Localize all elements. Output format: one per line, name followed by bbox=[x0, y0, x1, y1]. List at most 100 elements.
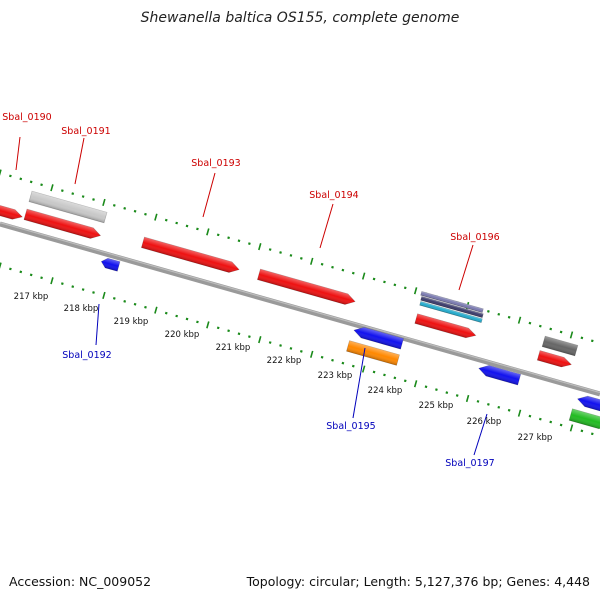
reverse-minor-tick bbox=[227, 329, 230, 333]
kbp-label: 221 kbp bbox=[216, 343, 251, 353]
reverse-minor-tick bbox=[351, 364, 355, 368]
gene-label[interactable]: Sbal_0192 bbox=[62, 350, 111, 361]
gene-green-right[interactable] bbox=[568, 408, 600, 431]
reverse-minor-tick bbox=[341, 361, 345, 365]
forward-minor-tick bbox=[279, 251, 282, 254]
kbp-label: 217 kbp bbox=[14, 292, 49, 302]
reverse-minor-tick bbox=[164, 311, 168, 315]
kbp-label: 225 kbp bbox=[419, 401, 454, 411]
reverse-major-tick bbox=[102, 291, 106, 300]
kbp-label: 223 kbp bbox=[318, 371, 353, 381]
reverse-minor-tick bbox=[185, 317, 189, 321]
reverse-minor-tick bbox=[549, 420, 553, 424]
forward-tick-track bbox=[0, 169, 594, 343]
reverse-minor-tick bbox=[40, 276, 43, 280]
reverse-minor-tick bbox=[289, 347, 293, 350]
forward-minor-tick bbox=[19, 177, 23, 181]
kbp-label: 220 kbp bbox=[165, 330, 200, 340]
forward-minor-tick bbox=[393, 283, 397, 287]
gene-0195[interactable] bbox=[352, 325, 404, 350]
gene-leader-line bbox=[473, 413, 488, 456]
reverse-major-tick bbox=[517, 409, 522, 417]
reverse-minor-tick bbox=[487, 403, 490, 406]
forward-minor-tick bbox=[403, 286, 407, 290]
gene-leader-line bbox=[74, 137, 85, 185]
gene-label[interactable]: Sbal_0197 bbox=[445, 458, 494, 469]
forward-minor-tick bbox=[123, 206, 127, 210]
reverse-minor-tick bbox=[331, 358, 334, 362]
gene-label[interactable]: Sbal_0194 bbox=[309, 190, 358, 201]
gene-leader-line bbox=[202, 172, 216, 218]
reverse-major-tick bbox=[361, 365, 366, 373]
gene-0193[interactable] bbox=[141, 236, 240, 275]
gene-0196-band-1[interactable] bbox=[420, 290, 484, 314]
forward-minor-tick bbox=[81, 195, 85, 198]
gene-leader-line bbox=[458, 244, 474, 291]
forward-minor-tick bbox=[268, 248, 272, 251]
kbp-label: 219 kbp bbox=[114, 317, 149, 327]
forward-major-tick bbox=[50, 184, 54, 192]
gene-label[interactable]: Sbal_0191 bbox=[61, 126, 110, 137]
reverse-major-tick bbox=[258, 336, 262, 344]
reverse-minor-tick bbox=[372, 370, 376, 374]
forward-major-tick bbox=[569, 331, 574, 339]
reverse-minor-tick bbox=[268, 341, 272, 344]
gene-0195-orange[interactable] bbox=[346, 340, 400, 366]
gene-label[interactable]: Sbal_0193 bbox=[191, 158, 240, 169]
forward-minor-tick bbox=[487, 310, 490, 313]
gene-0196-band-3[interactable] bbox=[419, 300, 483, 324]
forward-minor-tick bbox=[133, 209, 137, 213]
forward-minor-tick bbox=[92, 198, 95, 201]
gene-label[interactable]: Sbal_0196 bbox=[450, 232, 499, 243]
gene-0192[interactable] bbox=[100, 257, 121, 272]
forward-minor-tick bbox=[60, 189, 64, 193]
gene-0191-cds[interactable] bbox=[28, 190, 108, 224]
reverse-minor-tick bbox=[507, 408, 511, 412]
gene-label[interactable]: Sbal_0195 bbox=[326, 421, 375, 432]
kbp-label: 222 kbp bbox=[267, 356, 302, 366]
gene-0194[interactable] bbox=[257, 268, 356, 307]
gene-0197[interactable] bbox=[477, 363, 522, 386]
reverse-major-tick bbox=[0, 262, 2, 269]
forward-major-tick bbox=[310, 257, 314, 265]
forward-minor-tick bbox=[299, 257, 303, 260]
gene-grey-right[interactable] bbox=[541, 335, 579, 357]
gene-leader-line bbox=[319, 203, 334, 249]
reverse-minor-tick bbox=[383, 373, 386, 377]
accession-label: Accession: NC_009052 bbox=[9, 574, 151, 589]
reverse-minor-tick bbox=[144, 305, 147, 309]
reverse-major-tick bbox=[465, 394, 470, 403]
reverse-minor-tick bbox=[528, 414, 532, 418]
forward-minor-tick bbox=[580, 336, 584, 340]
forward-major-tick bbox=[517, 316, 522, 324]
gene-0196-band-2[interactable] bbox=[420, 295, 484, 319]
reverse-minor-tick bbox=[60, 282, 64, 286]
reverse-minor-tick bbox=[559, 423, 563, 427]
forward-minor-tick bbox=[248, 242, 251, 246]
gene-0196[interactable] bbox=[414, 313, 477, 341]
forward-minor-tick bbox=[112, 204, 116, 207]
forward-minor-tick bbox=[331, 265, 334, 269]
reverse-minor-tick bbox=[71, 285, 75, 288]
reverse-minor-tick bbox=[248, 335, 251, 339]
genome-backbone bbox=[0, 221, 600, 397]
reverse-minor-tick bbox=[279, 344, 282, 347]
forward-minor-tick bbox=[227, 236, 230, 240]
gene-0191[interactable] bbox=[23, 208, 102, 241]
gene-label[interactable]: Sbal_0190 bbox=[2, 112, 51, 123]
forward-major-tick bbox=[154, 213, 158, 221]
forward-minor-tick bbox=[372, 277, 376, 281]
genome-info-label: Topology: circular; Length: 5,127,376 bp… bbox=[246, 574, 590, 589]
reverse-minor-tick bbox=[403, 379, 407, 383]
reverse-major-tick bbox=[50, 277, 54, 285]
forward-minor-tick bbox=[216, 233, 220, 237]
reverse-minor-tick bbox=[9, 267, 12, 271]
reverse-minor-tick bbox=[320, 355, 324, 359]
gene-0190[interactable] bbox=[0, 201, 24, 221]
genome-backbone-highlight bbox=[0, 222, 600, 394]
forward-major-tick bbox=[102, 198, 106, 207]
gene-reverse-right[interactable] bbox=[576, 394, 600, 413]
reverse-minor-tick bbox=[424, 385, 428, 389]
map-title: Shewanella baltica OS155, complete genom… bbox=[141, 10, 460, 26]
gene-forward-right[interactable] bbox=[536, 350, 572, 370]
